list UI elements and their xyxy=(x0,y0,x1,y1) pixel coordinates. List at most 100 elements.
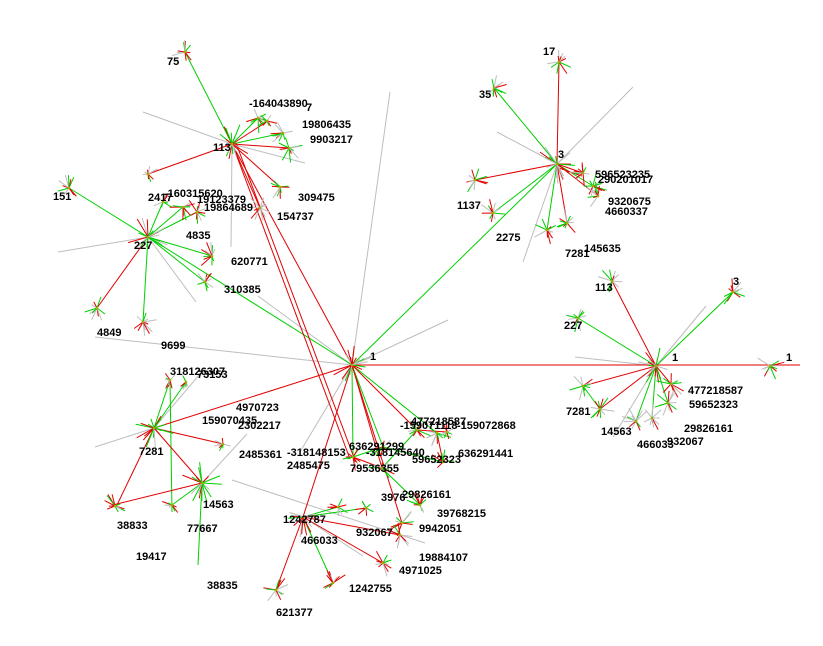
node-starburst[interactable] xyxy=(246,108,271,134)
node-starburst[interactable] xyxy=(200,241,216,266)
node-spoke xyxy=(201,475,221,484)
node-starburst[interactable] xyxy=(127,217,168,250)
node-spoke xyxy=(145,427,155,448)
node-starburst[interactable] xyxy=(169,202,195,221)
node-spoke xyxy=(592,182,603,187)
node-starburst[interactable] xyxy=(375,551,392,577)
node-starburst[interactable] xyxy=(57,174,77,197)
node-starburst[interactable] xyxy=(638,347,668,383)
node-starburst[interactable] xyxy=(263,578,289,602)
node-spoke xyxy=(635,410,643,422)
node-spoke xyxy=(611,280,619,288)
node-label: 227 xyxy=(564,320,582,332)
node-spoke xyxy=(140,422,155,429)
node-spoke xyxy=(259,197,265,209)
node-starburst[interactable] xyxy=(440,421,457,440)
node-starburst[interactable] xyxy=(162,501,179,513)
node-spoke xyxy=(390,522,403,528)
node-starburst[interactable] xyxy=(164,373,176,389)
node-starburst[interactable] xyxy=(133,312,157,336)
node-starburst[interactable] xyxy=(565,309,587,333)
node-core-dot xyxy=(666,401,670,405)
node-starburst[interactable] xyxy=(656,373,684,398)
graph-edge xyxy=(94,336,353,366)
node-spoke xyxy=(732,281,742,293)
node-starburst[interactable] xyxy=(583,172,607,196)
node-spoke xyxy=(288,516,304,519)
node-starburst[interactable] xyxy=(556,208,576,233)
node-spoke xyxy=(196,211,206,217)
node-starburst[interactable] xyxy=(250,197,270,221)
node-spoke xyxy=(597,276,613,282)
node-starburst[interactable] xyxy=(757,357,785,380)
node-spoke xyxy=(446,426,457,433)
node-label: 29826161 xyxy=(684,423,733,435)
node-starburst[interactable] xyxy=(590,397,615,419)
node-starburst[interactable] xyxy=(426,428,452,447)
node-starburst[interactable] xyxy=(188,198,206,224)
node-starburst[interactable] xyxy=(180,373,189,390)
node-spoke xyxy=(138,232,149,238)
node-core-dot xyxy=(258,206,262,210)
node-starburst[interactable] xyxy=(408,418,431,439)
node-spoke xyxy=(646,365,657,378)
node-starburst[interactable] xyxy=(547,49,572,74)
node-starburst[interactable] xyxy=(197,272,214,292)
node-spoke xyxy=(597,400,601,410)
node-core-dot xyxy=(256,116,260,120)
node-spoke xyxy=(204,272,212,283)
node-spoke xyxy=(301,516,304,535)
node-starburst[interactable] xyxy=(569,375,593,400)
node-starburst[interactable] xyxy=(569,162,590,187)
node-starburst[interactable] xyxy=(219,124,249,159)
node-core-dot xyxy=(598,407,602,411)
node-starburst[interactable] xyxy=(342,448,361,471)
node-starburst[interactable] xyxy=(104,494,126,513)
node-spoke xyxy=(611,280,623,283)
node-starburst[interactable] xyxy=(539,146,576,184)
node-spoke xyxy=(628,420,637,428)
node-spoke xyxy=(382,559,392,564)
node-starburst[interactable] xyxy=(481,199,506,222)
node-starburst[interactable] xyxy=(270,180,290,199)
node-starburst[interactable] xyxy=(466,168,489,193)
node-starburst[interactable] xyxy=(171,40,192,61)
node-starburst[interactable] xyxy=(142,165,158,182)
node-starburst[interactable] xyxy=(135,415,174,448)
graph-edge xyxy=(231,143,281,188)
node-starburst[interactable] xyxy=(368,462,395,479)
graph-edge xyxy=(94,427,155,448)
graph-edge xyxy=(351,364,384,448)
node-starburst[interactable] xyxy=(486,75,507,98)
node-spoke xyxy=(769,360,780,367)
node-starburst[interactable] xyxy=(643,404,662,430)
node-starburst[interactable] xyxy=(84,296,106,321)
node-starburst[interactable] xyxy=(257,114,278,127)
node-starburst[interactable] xyxy=(288,511,320,537)
graph-edge xyxy=(522,163,558,263)
node-starburst[interactable] xyxy=(370,440,391,458)
node-core-dot xyxy=(181,205,185,209)
node-starburst[interactable] xyxy=(431,449,454,469)
node-starburst[interactable] xyxy=(597,269,623,293)
node-starburst[interactable] xyxy=(327,498,348,517)
node-starburst[interactable] xyxy=(622,408,647,431)
node-starburst[interactable] xyxy=(323,570,346,589)
node-starburst[interactable] xyxy=(270,122,293,143)
graph-edge xyxy=(147,236,197,303)
node-starburst[interactable] xyxy=(153,193,173,208)
node-spoke xyxy=(278,142,290,149)
node-starburst[interactable] xyxy=(278,137,303,163)
node-starburst[interactable] xyxy=(355,500,374,516)
node-starburst[interactable] xyxy=(406,492,427,513)
node-starburst[interactable] xyxy=(723,278,745,305)
node-starburst[interactable] xyxy=(214,437,231,452)
node-starburst[interactable] xyxy=(534,218,557,245)
node-starburst[interactable] xyxy=(654,390,677,416)
node-spoke xyxy=(230,132,233,145)
node-starburst[interactable] xyxy=(387,522,413,549)
node-starburst[interactable] xyxy=(333,346,372,382)
node-starburst[interactable] xyxy=(182,462,222,503)
node-starburst[interactable] xyxy=(586,181,600,207)
